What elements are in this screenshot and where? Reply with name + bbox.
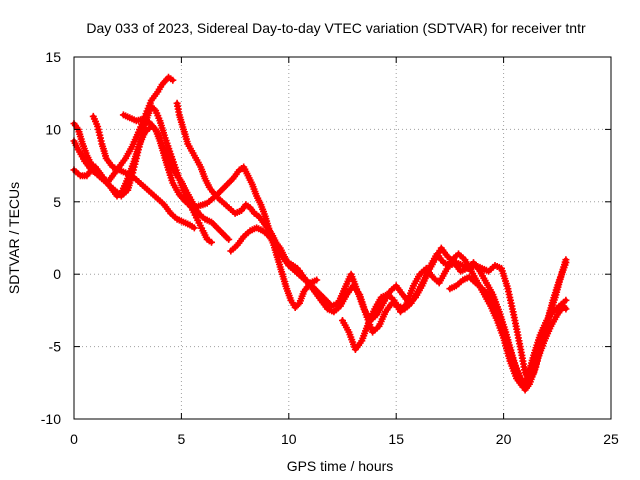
grid — [74, 57, 611, 419]
series-track-d — [89, 112, 198, 232]
y-tick-label: 0 — [53, 266, 61, 282]
x-tick-label: 20 — [496, 431, 512, 447]
x-tick-label: 10 — [281, 431, 297, 447]
series-track-f — [173, 99, 303, 275]
x-tick-label: 5 — [178, 431, 186, 447]
series-markers — [446, 273, 570, 388]
y-tick-label: -10 — [41, 411, 61, 427]
y-tick-label: 15 — [45, 49, 61, 65]
x-axis-title: GPS time / hours — [287, 458, 394, 474]
x-tick-label: 0 — [70, 431, 78, 447]
series-markers — [173, 99, 303, 275]
series-trace — [121, 112, 319, 310]
series-markers — [119, 111, 321, 311]
series-track-e — [119, 111, 321, 311]
series-track-j — [446, 273, 570, 388]
series-markers — [89, 112, 198, 232]
y-tick-label: -5 — [49, 339, 62, 355]
axis-ticks: 0 5 10 15 20 25 -10 -5 0 5 10 15 — [41, 49, 619, 447]
y-tick-label: 5 — [53, 194, 61, 210]
x-tick-label: 25 — [603, 431, 619, 447]
data-series — [70, 73, 570, 394]
chart-title: Day 033 of 2023, Sidereal Day-to-day VTE… — [86, 20, 586, 36]
x-tick-label: 15 — [388, 431, 404, 447]
y-tick-label: 10 — [45, 121, 61, 137]
y-axis-title: SDTVAR / TECUs — [6, 182, 22, 294]
plot-frame — [73, 56, 612, 420]
